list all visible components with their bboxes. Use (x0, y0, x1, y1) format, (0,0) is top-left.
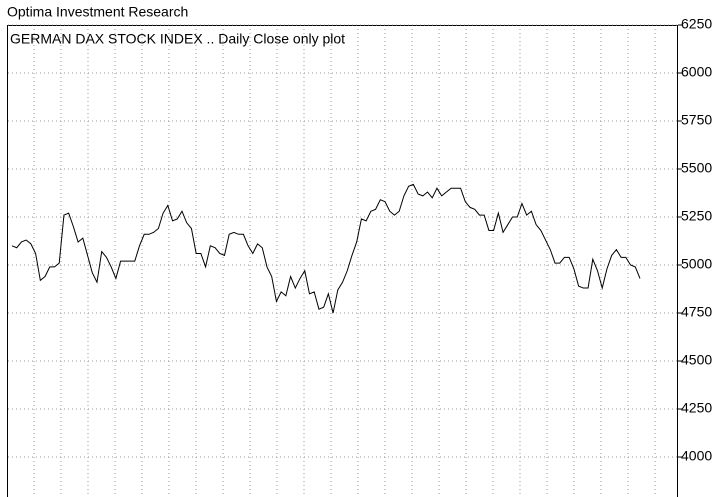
vertical-grid (33, 25, 656, 497)
y-tick-label: 4750 (681, 304, 712, 320)
y-tick-label: 5750 (681, 112, 712, 128)
y-tick-label: 5000 (681, 256, 712, 272)
y-tick-label: 6000 (681, 64, 712, 80)
plot-frame (7, 25, 678, 497)
y-tick-label: 5250 (681, 208, 712, 224)
chart-title: GERMAN DAX STOCK INDEX .. Daily Close on… (10, 31, 345, 47)
y-tick-label: 4250 (681, 400, 712, 416)
y-tick-label: 4500 (681, 352, 712, 368)
price-line (11, 183, 641, 314)
header: Optima Investment Research (7, 4, 188, 20)
y-tick-label: 5500 (681, 160, 712, 176)
y-tick-label: 4000 (681, 448, 712, 464)
y-tick-label: 6250 (681, 16, 712, 32)
